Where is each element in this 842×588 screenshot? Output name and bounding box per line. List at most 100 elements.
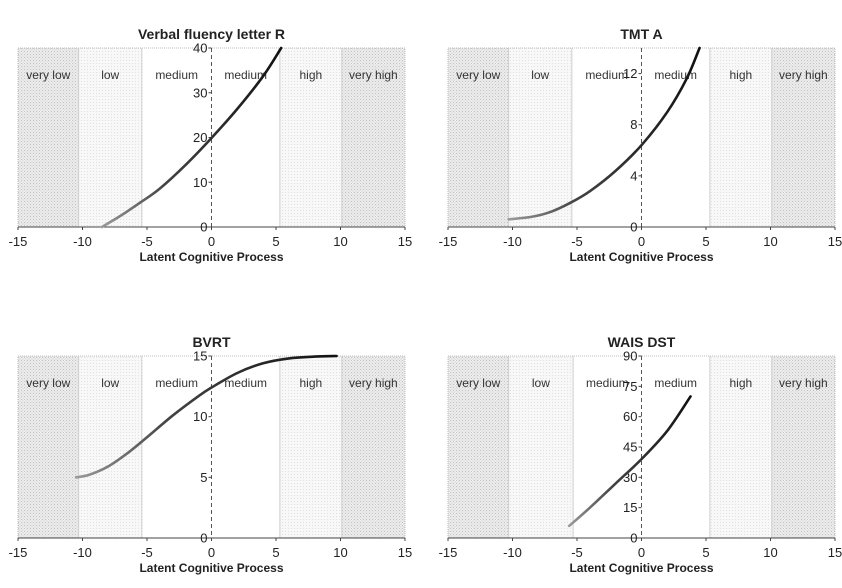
x-tick-label: -15 (439, 545, 458, 560)
band-label: medium (586, 376, 629, 390)
band-label: low (101, 376, 119, 390)
x-tick-label: 15 (828, 545, 842, 560)
y-tick-label: 8 (630, 117, 637, 132)
panel-wais-dst: WAIS DST very low low medium medium high very … (439, 334, 842, 575)
x-tick-label: -5 (571, 545, 583, 560)
band-region (508, 356, 574, 538)
band-label: low (531, 68, 549, 82)
band-region (279, 48, 342, 227)
band-label: medium (585, 68, 628, 82)
panel-title: Verbal fluency letter R (138, 26, 285, 42)
panel-title: BVRT (192, 334, 231, 350)
band-region (448, 356, 509, 538)
x-tick-label: 5 (702, 545, 709, 560)
series-line (567, 395, 692, 528)
y-tick-label: 0 (630, 220, 637, 235)
y-tick-label: 15 (623, 500, 637, 515)
x-axis-label: Latent Cognitive Process (569, 561, 713, 575)
band-region (571, 48, 642, 227)
y-tick-label: 90 (623, 349, 637, 364)
series-line (74, 354, 338, 479)
band-label: high (729, 68, 752, 82)
band-label: very low (456, 68, 500, 82)
y-tick-label: 0 (630, 531, 637, 546)
band-region (211, 48, 280, 227)
x-tick-label: -15 (9, 545, 28, 560)
x-tick-label: 5 (272, 545, 279, 560)
y-tick-label: 10 (193, 175, 207, 190)
y-tick-label: 12 (623, 66, 637, 81)
x-tick-label: 10 (333, 545, 347, 560)
band-label: medium (224, 68, 267, 82)
x-tick-label: 0 (208, 545, 215, 560)
band-label: high (299, 68, 322, 82)
x-tick-label: -5 (571, 234, 583, 249)
band-label: very low (26, 376, 70, 390)
y-tick-label: 30 (623, 470, 637, 485)
band-region (709, 48, 772, 227)
band-region (279, 356, 342, 538)
x-tick-label: -10 (73, 545, 92, 560)
x-tick-label: 10 (333, 234, 347, 249)
band-label: low (101, 68, 119, 82)
band-region (573, 356, 642, 538)
band-region (641, 48, 710, 227)
x-axis-label: Latent Cognitive Process (139, 250, 283, 264)
band-label: very high (779, 376, 828, 390)
band-region (341, 48, 405, 227)
x-tick-label: 5 (272, 234, 279, 249)
x-axis-label: Latent Cognitive Process (139, 561, 283, 575)
x-tick-label: -15 (9, 234, 28, 249)
panel-title: TMT A (620, 26, 662, 42)
y-tick-label: 40 (193, 41, 207, 56)
band-label: high (729, 376, 752, 390)
band-region (78, 356, 142, 538)
x-tick-label: 0 (638, 545, 645, 560)
band-label: very high (349, 376, 398, 390)
band-region (341, 356, 405, 538)
x-tick-label: -5 (141, 234, 153, 249)
band-region (448, 48, 509, 227)
band-region (709, 356, 772, 538)
panel-title: WAIS DST (608, 334, 676, 350)
y-tick-label: 60 (623, 409, 637, 424)
band-region (141, 48, 212, 227)
series-line (100, 46, 283, 229)
x-tick-label: -10 (503, 234, 522, 249)
y-tick-label: 0 (200, 531, 207, 546)
x-tick-label: -10 (503, 545, 522, 560)
series-line (507, 46, 701, 221)
y-tick-label: 15 (193, 349, 207, 364)
y-tick-label: 4 (630, 168, 637, 183)
band-label: very high (779, 68, 828, 82)
panel-bvrt: BVRT very low low medium medium high very high… (9, 334, 413, 575)
panel-verbal-fluency: Verbal fluency letter R very low low medium… (9, 26, 413, 264)
y-tick-label: 0 (200, 220, 207, 235)
band-label: very high (349, 68, 398, 82)
band-region (771, 356, 835, 538)
plot-border (447, 47, 836, 228)
y-tick-label: 5 (200, 470, 207, 485)
plot-border (17, 47, 406, 228)
band-region (508, 48, 572, 227)
x-tick-label: 0 (638, 234, 645, 249)
x-tick-label: -10 (73, 234, 92, 249)
band-label: high (299, 376, 322, 390)
band-label: medium (155, 376, 198, 390)
x-tick-label: -5 (141, 545, 153, 560)
x-tick-label: 15 (828, 234, 842, 249)
band-label: very low (26, 68, 70, 82)
band-region (211, 356, 280, 538)
y-tick-label: 10 (193, 409, 207, 424)
band-region (18, 48, 79, 227)
y-tick-label: 20 (193, 130, 207, 145)
y-tick-label: 75 (623, 379, 637, 394)
x-tick-label: -15 (439, 234, 458, 249)
x-tick-label: 5 (702, 234, 709, 249)
x-tick-label: 0 (208, 234, 215, 249)
band-label: medium (654, 376, 697, 390)
band-label: medium (155, 68, 198, 82)
band-label: medium (224, 376, 267, 390)
